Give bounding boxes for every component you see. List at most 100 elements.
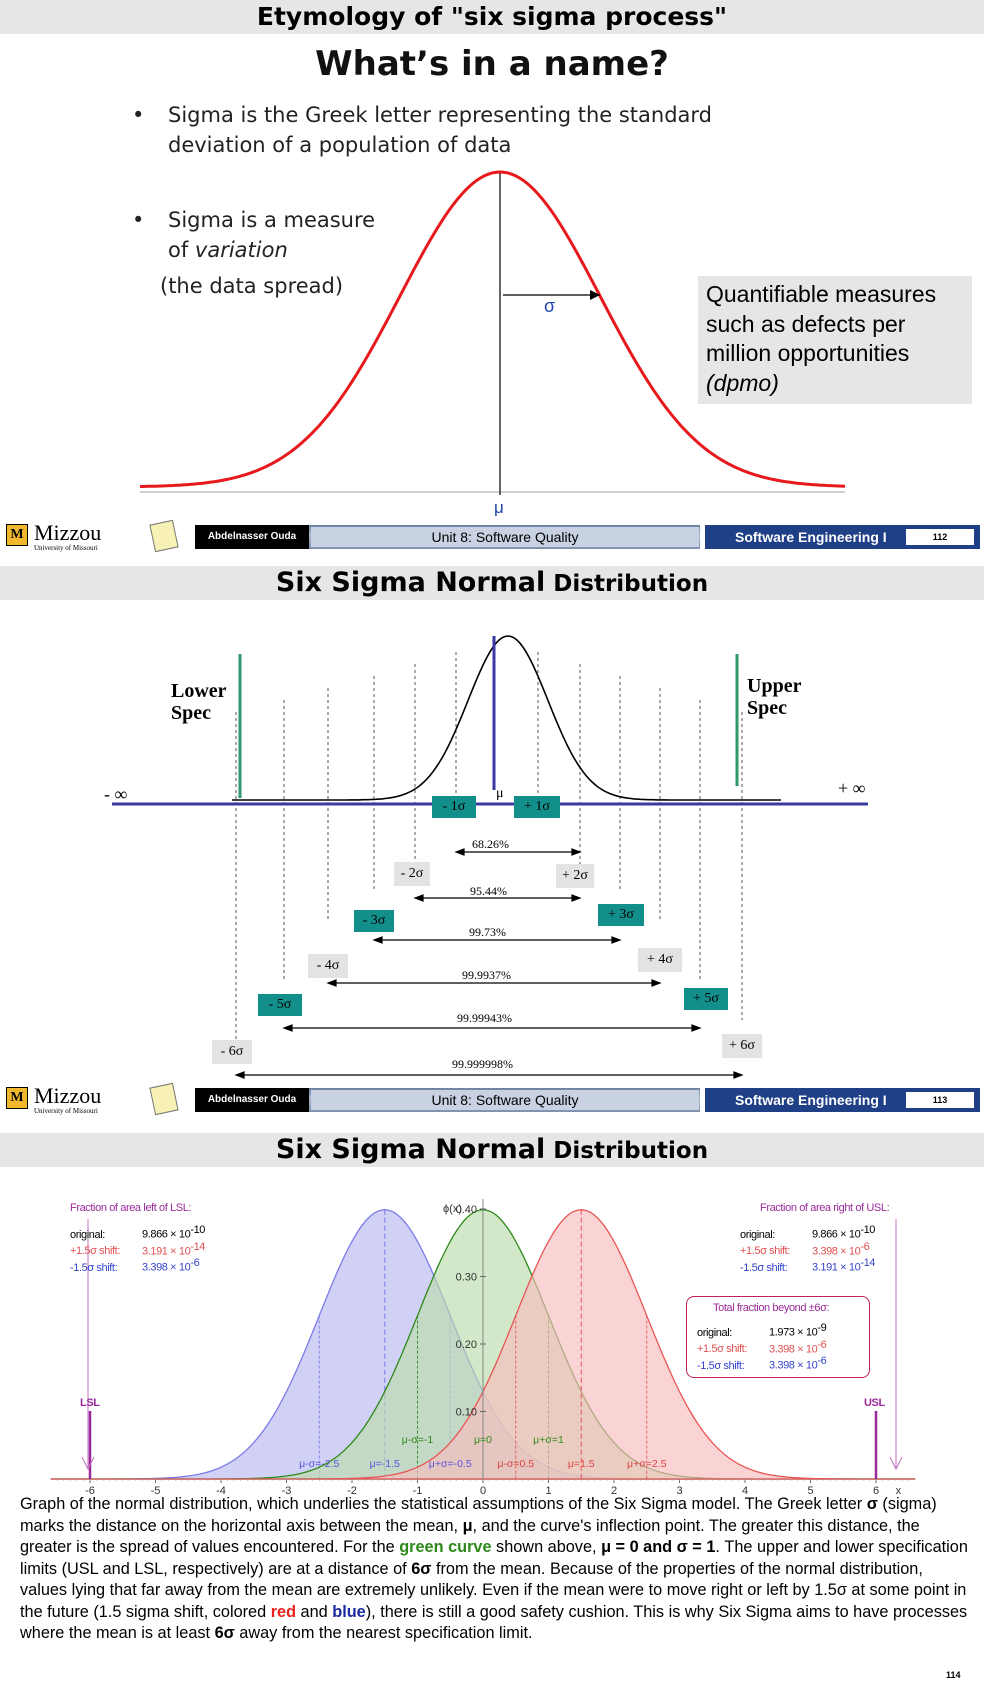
author-label: Abdelnasser Ouda [195, 1088, 309, 1112]
usl-label: USL [864, 1397, 885, 1409]
left-fraction-block: Fraction of area left of LSL: original: 9… [70, 1202, 260, 1274]
mean-sigma-marker-label: μ=-1.5 [370, 1458, 400, 1470]
slide3-banner: Six Sigma Normal Distribution [0, 1133, 984, 1167]
fraction-row-label: -1.5σ shift: [697, 1359, 745, 1372]
y-axis-label: ϕ(x) [443, 1203, 462, 1215]
label-minus-4-sigma: - 4σ [308, 954, 348, 978]
sigma-label: σ [544, 296, 556, 316]
pct-2-sigma: 95.44% [470, 884, 507, 898]
unit-label: Unit 8: Software Quality [311, 1090, 699, 1110]
fraction-row: original: 1.973 × 10-9 [697, 1322, 869, 1339]
x-tick-label: -6 [85, 1485, 95, 1494]
fraction-row-exponent: -10 [860, 1224, 876, 1236]
mizzou-tiger-icon: M [6, 1087, 28, 1109]
x-tick-label: 4 [742, 1485, 748, 1494]
label-minus-2-sigma: - 2σ [394, 862, 430, 886]
fraction-row-label: +1.5σ shift: [697, 1343, 747, 1356]
normal-distribution-chart: 0.100.200.300.40ϕ(x)-6 -5 -4 -3 -2 -1 0 1 2 3 4 5 6 x… [50, 1199, 916, 1494]
fraction-row-exponent: -14 [860, 1257, 876, 1270]
slide1-heading: What’s in a name? [315, 44, 669, 84]
fraction-row: original: 9.866 × 10-10 [70, 1224, 260, 1241]
x-tick-label: 5 [807, 1485, 813, 1494]
y-tick-label: 0.20 [456, 1339, 477, 1351]
figure-caption: Graph of the normal distribution, which … [20, 1495, 968, 1642]
label-plus-2-sigma: + 2σ [556, 864, 594, 888]
footer-bar-113: M Mizzou University of Missouri Abdelnas… [0, 1082, 984, 1117]
arrow-head [326, 979, 337, 987]
fraction-row-label: original: [697, 1326, 732, 1339]
label-plus-5-sigma: + 5σ [684, 988, 728, 1010]
fraction-row: -1.5σ shift: 3.191 × 10-14 [740, 1257, 970, 1274]
fraction-row: -1.5σ shift: 3.398 × 10-6 [70, 1257, 260, 1274]
x-tick-label: 2 [611, 1485, 617, 1494]
arrow-head [413, 894, 424, 902]
arrow-head [571, 848, 582, 856]
mu-symbol: μ [496, 786, 504, 801]
mean-sigma-marker-label: μ=1.5 [568, 1458, 595, 1470]
x-axis-label: x [896, 1485, 902, 1494]
fraction-row-exponent: -6 [817, 1338, 827, 1351]
fraction-row-label: +1.5σ shift: [740, 1245, 790, 1258]
upper-spec-label: Upper Spec [747, 675, 802, 719]
pct-4-sigma: 99.9937% [462, 968, 511, 982]
slide2-banner: Six Sigma Normal Distribution [0, 566, 984, 600]
course-label: Software Engineering I 113 [705, 1088, 980, 1112]
fraction-row-label: original: [740, 1228, 775, 1241]
slide1-banner: Etymology of "six sigma process" [0, 0, 984, 34]
fraction-row-label: original: [70, 1228, 105, 1241]
label-minus-5-sigma: - 5σ [258, 994, 302, 1016]
x-tick-label: -5 [151, 1485, 161, 1494]
fraction-row-label: +1.5σ shift: [70, 1245, 120, 1258]
x-tick-label: -2 [347, 1485, 357, 1494]
x-tick-label: -1 [413, 1485, 423, 1494]
note-icon[interactable] [149, 519, 179, 553]
right-fraction-title: Fraction of area right of USL: [760, 1202, 890, 1214]
arrow-head [571, 894, 582, 902]
arrow-head [611, 936, 622, 944]
plus-infinity: + ∞ [838, 778, 866, 798]
note-icon[interactable] [149, 1082, 179, 1116]
arrow-head [454, 848, 465, 856]
author-label: Abdelnasser Ouda [195, 525, 309, 549]
page-number: 112 [906, 529, 974, 545]
total-fraction-title: Total fraction beyond ±6σ: [713, 1302, 830, 1314]
arrow-head [651, 979, 662, 987]
arrow-head [733, 1071, 744, 1079]
fraction-row-value: 1.973 × 10 [769, 1326, 818, 1339]
label-plus-6-sigma: + 6σ [722, 1034, 762, 1058]
fraction-row-label: -1.5σ shift: [70, 1261, 118, 1274]
mizzou-tiger-icon: M [6, 524, 28, 546]
y-tick-label: 0.40 [456, 1204, 477, 1216]
x-tick-label: -3 [282, 1485, 292, 1494]
label-minus-1-sigma: - 1σ [432, 796, 476, 818]
y-tick-label: 0.30 [456, 1272, 477, 1284]
fraction-row-exponent: -9 [817, 1322, 827, 1334]
fraction-row-value: 9.866 × 10 [142, 1228, 191, 1241]
pct-3-sigma: 99.73% [469, 925, 506, 939]
lower-spec-label: Lower Spec [171, 680, 227, 724]
six-sigma-diagram [112, 635, 868, 1079]
pct-1-sigma: 68.26% [472, 837, 509, 851]
mean-sigma-marker-label: μ-σ=0.5 [497, 1458, 534, 1470]
footer-bar-112: M Mizzou University of Missouri Abdelnas… [0, 519, 984, 554]
fraction-row: -1.5σ shift: 3.398 × 10-6 [697, 1355, 869, 1372]
right-fraction-block: Fraction of area right of USL: original:… [740, 1202, 970, 1274]
fraction-row-value: 3.398 × 10 [812, 1245, 861, 1258]
course-label: Software Engineering I 112 [705, 525, 980, 549]
fraction-row: original: 9.866 × 10-10 [740, 1224, 970, 1241]
fraction-row: +1.5σ shift: 3.398 × 10-6 [740, 1241, 970, 1258]
arrow-head [234, 1071, 245, 1079]
mean-sigma-marker-label: μ=0 [474, 1434, 492, 1446]
label-plus-4-sigma: + 4σ [638, 948, 682, 972]
arrow-head [282, 1024, 293, 1032]
fraction-row-value: 9.866 × 10 [812, 1228, 861, 1241]
x-tick-label: 3 [676, 1485, 682, 1494]
mean-sigma-marker-label: μ-σ=-1 [402, 1434, 434, 1446]
dpmo-box: Quantifiable measures such as defects pe… [698, 276, 972, 404]
x-tick-label: 1 [545, 1485, 551, 1494]
x-tick-label: 0 [480, 1485, 486, 1494]
bell-curve-figure [140, 170, 846, 495]
minus-infinity: - ∞ [104, 784, 128, 804]
fraction-row-value: 3.398 × 10 [142, 1261, 191, 1274]
label-plus-1-sigma: + 1σ [514, 796, 560, 818]
